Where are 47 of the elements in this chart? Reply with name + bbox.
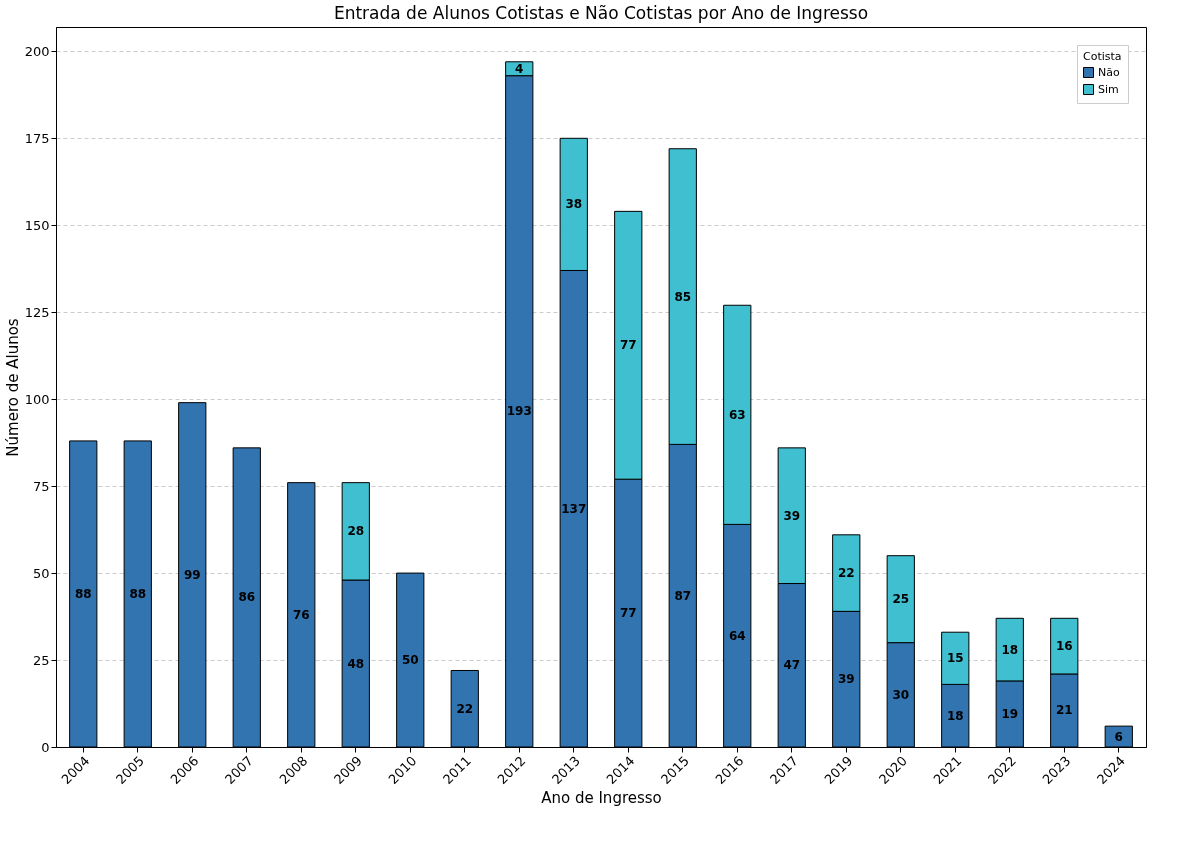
data-label: 137 — [561, 501, 587, 516]
data-label: 18 — [1001, 642, 1019, 657]
legend-label: Sim — [1098, 82, 1119, 96]
y-tick-label: 0 — [41, 739, 50, 755]
data-label: 99 — [183, 567, 201, 582]
y-tick-label: 25 — [32, 652, 50, 668]
y-tick-label: 100 — [24, 391, 50, 407]
data-label: 47 — [783, 658, 801, 673]
data-label: 50 — [401, 653, 419, 668]
data-label: 77 — [619, 606, 637, 621]
data-label: 64 — [728, 628, 746, 643]
data-label: 30 — [892, 687, 910, 702]
data-label: 87 — [674, 588, 692, 603]
data-label: 86 — [238, 590, 256, 605]
y-axis-title: Número de Alunos — [3, 318, 22, 457]
data-label: 21 — [1055, 703, 1073, 718]
data-label: 19 — [1001, 706, 1019, 721]
y-tick-label: 200 — [24, 43, 50, 59]
y-tick-label: 50 — [32, 565, 50, 581]
x-axis-title: Ano de Ingresso — [541, 789, 662, 808]
data-label: 77 — [619, 338, 637, 353]
legend-title: Cotista — [1083, 50, 1122, 63]
data-label: 39 — [783, 508, 801, 523]
data-label: 15 — [946, 651, 964, 666]
data-label: 6 — [1114, 729, 1123, 744]
data-label: 18 — [946, 708, 964, 723]
data-label: 4 — [515, 61, 524, 76]
data-label: 22 — [456, 701, 474, 716]
chart-title: Entrada de Alunos Cotistas e Não Cotistas por Ano de Ingresso — [333, 3, 869, 23]
legend-label: Não — [1098, 65, 1120, 79]
data-label: 28 — [347, 524, 365, 539]
data-label: 25 — [892, 592, 910, 607]
y-tick-label: 150 — [24, 217, 50, 233]
data-label: 193 — [506, 404, 532, 419]
data-label: 88 — [129, 586, 147, 601]
y-tick-label: 75 — [32, 478, 50, 494]
data-label: 76 — [292, 607, 310, 622]
data-label: 39 — [837, 672, 855, 687]
data-label: 22 — [837, 566, 855, 581]
data-label: 85 — [674, 289, 692, 304]
data-label: 48 — [347, 656, 365, 671]
data-label: 63 — [728, 407, 746, 422]
y-tick-label: 125 — [24, 304, 50, 320]
data-label: 88 — [74, 586, 92, 601]
y-tick-label: 175 — [24, 130, 50, 146]
data-label: 16 — [1055, 639, 1073, 654]
data-label: 38 — [565, 197, 583, 212]
